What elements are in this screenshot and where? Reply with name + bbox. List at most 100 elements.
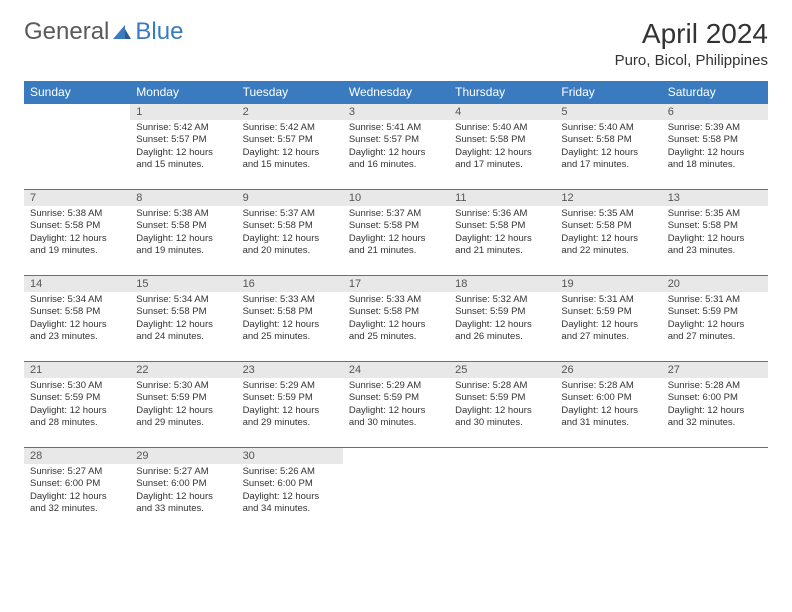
- day-details: Sunrise: 5:27 AMSunset: 6:00 PMDaylight:…: [24, 464, 130, 519]
- day-number: 15: [130, 276, 236, 292]
- week-row: 21Sunrise: 5:30 AMSunset: 5:59 PMDayligh…: [24, 362, 768, 448]
- day-details: Sunrise: 5:29 AMSunset: 5:59 PMDaylight:…: [343, 378, 449, 433]
- empty-cell: [343, 448, 449, 534]
- empty-cell: [24, 104, 130, 190]
- day-cell: 5Sunrise: 5:40 AMSunset: 5:58 PMDaylight…: [555, 104, 661, 190]
- day-details: Sunrise: 5:28 AMSunset: 6:00 PMDaylight:…: [555, 378, 661, 433]
- day-number: 26: [555, 362, 661, 378]
- day-number: 21: [24, 362, 130, 378]
- day-number: 12: [555, 190, 661, 206]
- day-cell: 10Sunrise: 5:37 AMSunset: 5:58 PMDayligh…: [343, 190, 449, 276]
- day-header-cell: Tuesday: [237, 81, 343, 104]
- day-number: 16: [237, 276, 343, 292]
- day-number: 7: [24, 190, 130, 206]
- day-number: 24: [343, 362, 449, 378]
- day-cell: 14Sunrise: 5:34 AMSunset: 5:58 PMDayligh…: [24, 276, 130, 362]
- day-cell: 26Sunrise: 5:28 AMSunset: 6:00 PMDayligh…: [555, 362, 661, 448]
- day-header-cell: Monday: [130, 81, 236, 104]
- month-title: April 2024: [615, 18, 768, 50]
- day-number: 8: [130, 190, 236, 206]
- day-cell: 7Sunrise: 5:38 AMSunset: 5:58 PMDaylight…: [24, 190, 130, 276]
- day-cell: 21Sunrise: 5:30 AMSunset: 5:59 PMDayligh…: [24, 362, 130, 448]
- day-cell: 4Sunrise: 5:40 AMSunset: 5:58 PMDaylight…: [449, 104, 555, 190]
- day-details: Sunrise: 5:33 AMSunset: 5:58 PMDaylight:…: [343, 292, 449, 347]
- day-cell: 12Sunrise: 5:35 AMSunset: 5:58 PMDayligh…: [555, 190, 661, 276]
- day-cell: 9Sunrise: 5:37 AMSunset: 5:58 PMDaylight…: [237, 190, 343, 276]
- day-cell: 20Sunrise: 5:31 AMSunset: 5:59 PMDayligh…: [662, 276, 768, 362]
- day-cell: 15Sunrise: 5:34 AMSunset: 5:58 PMDayligh…: [130, 276, 236, 362]
- day-cell: 22Sunrise: 5:30 AMSunset: 5:59 PMDayligh…: [130, 362, 236, 448]
- day-header-cell: Thursday: [449, 81, 555, 104]
- day-number: 20: [662, 276, 768, 292]
- logo: General Blue: [24, 18, 183, 46]
- day-number: 30: [237, 448, 343, 464]
- week-row: 28Sunrise: 5:27 AMSunset: 6:00 PMDayligh…: [24, 448, 768, 534]
- day-cell: 24Sunrise: 5:29 AMSunset: 5:59 PMDayligh…: [343, 362, 449, 448]
- day-details: Sunrise: 5:39 AMSunset: 5:58 PMDaylight:…: [662, 120, 768, 175]
- day-header-cell: Wednesday: [343, 81, 449, 104]
- day-cell: 13Sunrise: 5:35 AMSunset: 5:58 PMDayligh…: [662, 190, 768, 276]
- day-cell: 11Sunrise: 5:36 AMSunset: 5:58 PMDayligh…: [449, 190, 555, 276]
- day-details: Sunrise: 5:31 AMSunset: 5:59 PMDaylight:…: [555, 292, 661, 347]
- day-details: Sunrise: 5:35 AMSunset: 5:58 PMDaylight:…: [662, 206, 768, 261]
- day-number: 28: [24, 448, 130, 464]
- day-number: 1: [130, 104, 236, 120]
- day-header-cell: Sunday: [24, 81, 130, 104]
- day-details: Sunrise: 5:34 AMSunset: 5:58 PMDaylight:…: [24, 292, 130, 347]
- day-number: 17: [343, 276, 449, 292]
- day-details: Sunrise: 5:41 AMSunset: 5:57 PMDaylight:…: [343, 120, 449, 175]
- day-details: Sunrise: 5:31 AMSunset: 5:59 PMDaylight:…: [662, 292, 768, 347]
- day-details: Sunrise: 5:37 AMSunset: 5:58 PMDaylight:…: [343, 206, 449, 261]
- day-cell: 1Sunrise: 5:42 AMSunset: 5:57 PMDaylight…: [130, 104, 236, 190]
- logo-text-blue: Blue: [135, 18, 183, 46]
- day-details: Sunrise: 5:38 AMSunset: 5:58 PMDaylight:…: [130, 206, 236, 261]
- logo-triangle-icon: [113, 25, 131, 39]
- day-number: 5: [555, 104, 661, 120]
- day-number: 13: [662, 190, 768, 206]
- week-row: 14Sunrise: 5:34 AMSunset: 5:58 PMDayligh…: [24, 276, 768, 362]
- day-number: 18: [449, 276, 555, 292]
- day-cell: 30Sunrise: 5:26 AMSunset: 6:00 PMDayligh…: [237, 448, 343, 534]
- day-cell: 2Sunrise: 5:42 AMSunset: 5:57 PMDaylight…: [237, 104, 343, 190]
- day-details: Sunrise: 5:36 AMSunset: 5:58 PMDaylight:…: [449, 206, 555, 261]
- day-number: 9: [237, 190, 343, 206]
- calendar-table: SundayMondayTuesdayWednesdayThursdayFrid…: [24, 81, 768, 534]
- day-details: Sunrise: 5:28 AMSunset: 5:59 PMDaylight:…: [449, 378, 555, 433]
- day-details: Sunrise: 5:35 AMSunset: 5:58 PMDaylight:…: [555, 206, 661, 261]
- day-details: Sunrise: 5:32 AMSunset: 5:59 PMDaylight:…: [449, 292, 555, 347]
- day-cell: 6Sunrise: 5:39 AMSunset: 5:58 PMDaylight…: [662, 104, 768, 190]
- day-cell: 18Sunrise: 5:32 AMSunset: 5:59 PMDayligh…: [449, 276, 555, 362]
- day-number: 25: [449, 362, 555, 378]
- day-details: Sunrise: 5:26 AMSunset: 6:00 PMDaylight:…: [237, 464, 343, 519]
- day-cell: 8Sunrise: 5:38 AMSunset: 5:58 PMDaylight…: [130, 190, 236, 276]
- day-details: Sunrise: 5:37 AMSunset: 5:58 PMDaylight:…: [237, 206, 343, 261]
- day-number: 22: [130, 362, 236, 378]
- day-details: Sunrise: 5:42 AMSunset: 5:57 PMDaylight:…: [130, 120, 236, 175]
- day-cell: 17Sunrise: 5:33 AMSunset: 5:58 PMDayligh…: [343, 276, 449, 362]
- day-number: 27: [662, 362, 768, 378]
- day-details: Sunrise: 5:34 AMSunset: 5:58 PMDaylight:…: [130, 292, 236, 347]
- day-details: Sunrise: 5:30 AMSunset: 5:59 PMDaylight:…: [130, 378, 236, 433]
- logo-text-general: General: [24, 18, 109, 46]
- day-number: 11: [449, 190, 555, 206]
- day-cell: 19Sunrise: 5:31 AMSunset: 5:59 PMDayligh…: [555, 276, 661, 362]
- day-header-cell: Friday: [555, 81, 661, 104]
- day-header-row: SundayMondayTuesdayWednesdayThursdayFrid…: [24, 81, 768, 104]
- day-number: 14: [24, 276, 130, 292]
- empty-cell: [662, 448, 768, 534]
- day-number: 2: [237, 104, 343, 120]
- day-details: Sunrise: 5:33 AMSunset: 5:58 PMDaylight:…: [237, 292, 343, 347]
- day-cell: 23Sunrise: 5:29 AMSunset: 5:59 PMDayligh…: [237, 362, 343, 448]
- day-header-cell: Saturday: [662, 81, 768, 104]
- week-row: 7Sunrise: 5:38 AMSunset: 5:58 PMDaylight…: [24, 190, 768, 276]
- day-cell: 3Sunrise: 5:41 AMSunset: 5:57 PMDaylight…: [343, 104, 449, 190]
- day-details: Sunrise: 5:38 AMSunset: 5:58 PMDaylight:…: [24, 206, 130, 261]
- title-block: April 2024 Puro, Bicol, Philippines: [615, 18, 768, 69]
- day-cell: 25Sunrise: 5:28 AMSunset: 5:59 PMDayligh…: [449, 362, 555, 448]
- location-label: Puro, Bicol, Philippines: [615, 52, 768, 69]
- day-details: Sunrise: 5:28 AMSunset: 6:00 PMDaylight:…: [662, 378, 768, 433]
- day-cell: 16Sunrise: 5:33 AMSunset: 5:58 PMDayligh…: [237, 276, 343, 362]
- day-details: Sunrise: 5:27 AMSunset: 6:00 PMDaylight:…: [130, 464, 236, 519]
- day-details: Sunrise: 5:40 AMSunset: 5:58 PMDaylight:…: [555, 120, 661, 175]
- day-number: 10: [343, 190, 449, 206]
